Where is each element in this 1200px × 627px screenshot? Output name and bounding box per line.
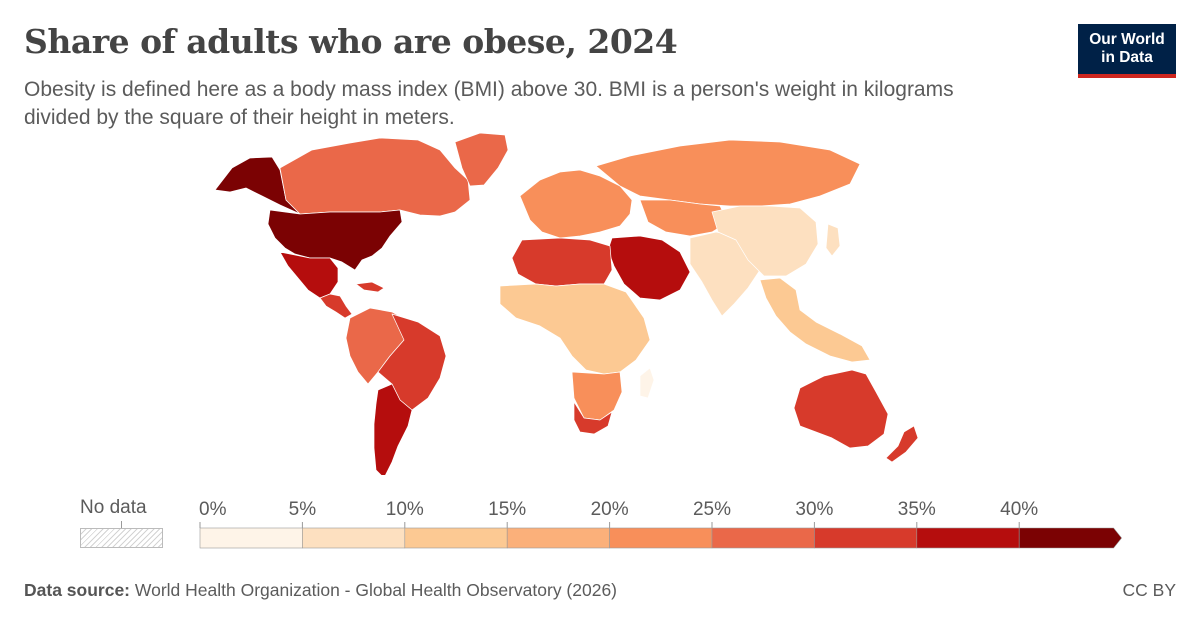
color-legend: 0% 5% 10% 15% 20% 25% 30% 35% 40%	[199, 499, 1122, 549]
legend-tick-label: 25%	[693, 499, 731, 520]
japan-region[interactable]	[825, 223, 841, 257]
legend-tick-label: 0%	[199, 499, 227, 520]
europe-region[interactable]	[519, 169, 633, 239]
southeast-asia-region[interactable]	[759, 277, 871, 363]
logo-line-2: in Data	[1101, 49, 1153, 66]
usa-region[interactable]	[267, 209, 403, 271]
australia-region[interactable]	[793, 369, 889, 449]
madagascar-region[interactable]	[639, 367, 655, 399]
southern-cone-region[interactable]	[373, 383, 413, 475]
legend-ticks: 0% 5% 10% 15% 20% 25% 30% 35% 40%	[199, 499, 1038, 528]
china-region[interactable]	[711, 205, 819, 277]
caribbean-region[interactable]	[355, 281, 385, 293]
central-america-region[interactable]	[319, 293, 353, 319]
mexico-region[interactable]	[279, 251, 339, 299]
legend-no-data-swatch[interactable]	[80, 528, 163, 548]
legend-tick-label: 10%	[386, 499, 424, 520]
legend-tick-label: 5%	[289, 499, 317, 520]
legend-bin[interactable]	[506, 527, 610, 549]
data-source: Data source: World Health Organization -…	[24, 580, 617, 601]
legend-bin[interactable]	[404, 527, 508, 549]
africa-south-region[interactable]	[571, 371, 623, 421]
middle-east-region[interactable]	[607, 235, 691, 301]
south-africa-region[interactable]	[573, 401, 613, 435]
legend-bin[interactable]	[609, 527, 713, 549]
data-source-text[interactable]: World Health Organization - Global Healt…	[134, 580, 618, 600]
logo-line-1: Our World	[1089, 31, 1165, 48]
legend-bin[interactable]	[916, 527, 1020, 549]
legend-bin[interactable]	[711, 527, 815, 549]
legend-bin[interactable]	[199, 527, 303, 549]
legend-bin-open-ended[interactable]	[1018, 527, 1122, 549]
legend-tick-label: 40%	[1000, 499, 1038, 520]
africa-central-region[interactable]	[499, 283, 651, 375]
data-source-label: Data source:	[24, 580, 131, 600]
legend-tick-label: 30%	[795, 499, 833, 520]
legend-no-data-tick	[121, 521, 122, 528]
new-zealand-region[interactable]	[885, 425, 919, 463]
legend-no-data-label: No data	[80, 497, 147, 518]
greenland-region[interactable]	[454, 132, 509, 187]
legend-tick-label: 35%	[898, 499, 936, 520]
north-africa-region[interactable]	[511, 237, 613, 287]
legend-tick-label: 20%	[591, 499, 629, 520]
world-map	[214, 132, 919, 475]
legend-bin[interactable]	[814, 527, 918, 549]
legend-bin[interactable]	[302, 527, 406, 549]
russia-region[interactable]	[595, 139, 861, 207]
canada-region[interactable]	[279, 137, 471, 217]
legend-tick-label: 15%	[488, 499, 526, 520]
chart-title: Share of adults who are obese, 2024	[24, 22, 678, 61]
license-label[interactable]: CC BY	[1122, 580, 1176, 600]
our-world-in-data-logo[interactable]: Our World in Data	[1078, 24, 1176, 78]
chart-subtitle: Obesity is defined here as a body mass i…	[24, 78, 954, 129]
legend-bins	[199, 527, 1122, 549]
